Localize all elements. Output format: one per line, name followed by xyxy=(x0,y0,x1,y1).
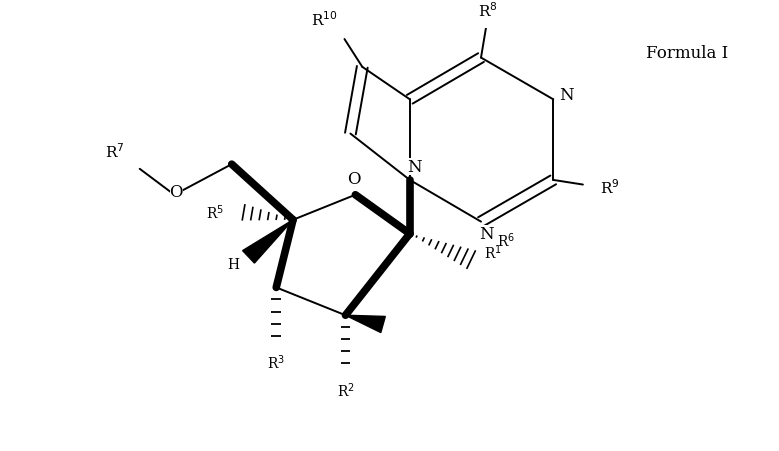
Text: N: N xyxy=(407,158,422,175)
Text: R$^{9}$: R$^{9}$ xyxy=(600,178,619,196)
Text: R$^{8}$: R$^{8}$ xyxy=(478,1,498,20)
Text: R$^{3}$: R$^{3}$ xyxy=(267,353,285,371)
Text: R$^{6}$: R$^{6}$ xyxy=(497,231,515,250)
Text: R$^{1}$: R$^{1}$ xyxy=(484,243,502,261)
Text: O: O xyxy=(170,184,183,201)
Text: R$^{2}$: R$^{2}$ xyxy=(337,380,354,399)
Text: N: N xyxy=(478,226,493,243)
Text: O: O xyxy=(347,171,360,188)
Text: H: H xyxy=(227,258,240,272)
Polygon shape xyxy=(242,220,293,263)
Text: Formula I: Formula I xyxy=(646,46,728,62)
Text: N: N xyxy=(559,87,573,104)
Text: R$^{5}$: R$^{5}$ xyxy=(206,202,224,221)
Text: R$^{10}$: R$^{10}$ xyxy=(312,10,338,29)
Text: R$^{7}$: R$^{7}$ xyxy=(105,142,125,160)
Polygon shape xyxy=(345,316,386,333)
